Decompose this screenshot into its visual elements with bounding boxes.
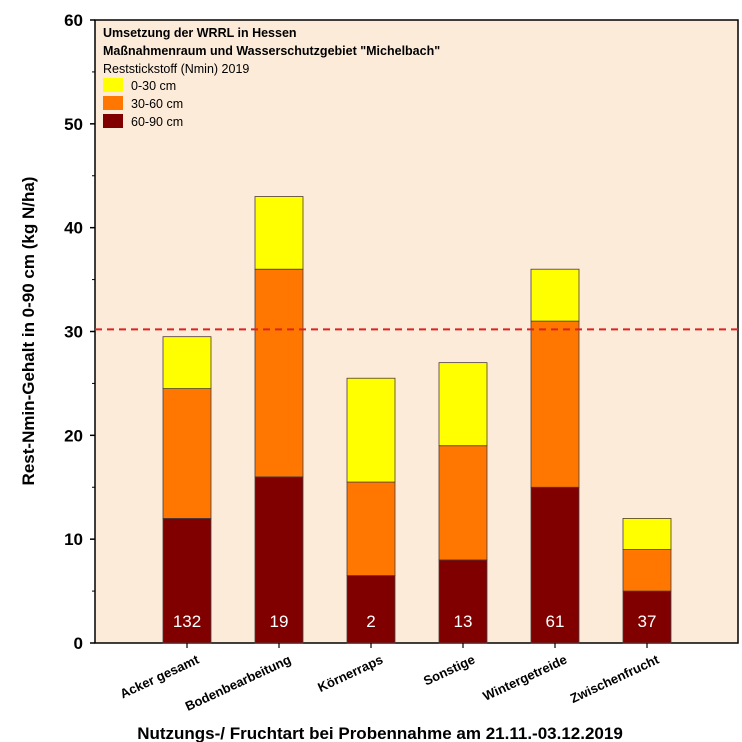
bar-segment xyxy=(530,320,580,488)
legend-swatch xyxy=(103,96,123,110)
x-category-label: Wintergetreide xyxy=(480,652,569,704)
sample-count-label: 19 xyxy=(270,612,289,631)
legend-label: 0-30 cm xyxy=(131,79,176,93)
sample-count-label: 132 xyxy=(173,612,201,631)
y-tick-label: 40 xyxy=(64,219,83,238)
x-category-label: Körnerraps xyxy=(315,652,385,695)
sample-count-label: 37 xyxy=(638,612,657,631)
x-category-label: Zwischenfrucht xyxy=(568,651,662,705)
y-tick-label: 50 xyxy=(64,115,83,134)
sample-count-label: 61 xyxy=(546,612,565,631)
y-tick-label: 10 xyxy=(64,530,83,549)
bar-segment xyxy=(254,196,304,270)
x-axis-title: Nutzungs-/ Fruchtart bei Probennahme am … xyxy=(137,724,623,742)
bar-segment xyxy=(162,336,212,390)
sample-count-label: 2 xyxy=(366,612,375,631)
bar-segment xyxy=(162,388,212,519)
chart-title-line-1: Umsetzung der WRRL in Hessen xyxy=(103,26,297,40)
y-tick-label: 60 xyxy=(64,11,83,30)
sample-counts: 132 19 2 13 61 37 xyxy=(173,612,657,631)
bar-segment xyxy=(438,445,488,561)
x-category-label: Bodenbearbeitung xyxy=(183,652,293,714)
bar-segment xyxy=(530,268,580,322)
legend-items: 0-30 cm 30-60 cm 60-90 cm xyxy=(103,78,183,129)
bar-segment xyxy=(438,362,488,447)
bar-segment xyxy=(530,486,580,644)
bar-segment xyxy=(254,268,304,478)
bar-segment xyxy=(346,481,396,576)
y-tick-label: 30 xyxy=(64,323,83,342)
y-tick-label: 20 xyxy=(64,426,83,445)
bar-segment xyxy=(346,377,396,483)
bars xyxy=(162,196,672,644)
legend-swatch xyxy=(103,114,123,128)
legend-swatch xyxy=(103,78,123,92)
chart-title-line-2: Maßnahmenraum und Wasserschutzgebiet "Mi… xyxy=(103,44,440,58)
y-axis: 0 10 20 30 40 50 60 xyxy=(64,11,95,653)
legend-label: 60-90 cm xyxy=(131,115,183,129)
chart-subtitle: Reststickstoff (Nmin) 2019 xyxy=(103,62,249,76)
x-category-label: Sonstige xyxy=(421,652,477,689)
bar-segment xyxy=(622,549,672,592)
bar-segment xyxy=(622,590,672,644)
bar-segment xyxy=(346,575,396,644)
x-category-label: Acker gesamt xyxy=(118,651,202,701)
legend-label: 30-60 cm xyxy=(131,97,183,111)
bar-segment xyxy=(254,476,304,644)
y-tick-label: 0 xyxy=(74,634,83,653)
sample-count-label: 13 xyxy=(454,612,473,631)
bar-segment xyxy=(622,518,672,550)
legend: Umsetzung der WRRL in Hessen Maßnahmenra… xyxy=(103,26,440,129)
y-axis-title: Rest-Nmin-Gehalt in 0-90 cm (kg N/ha) xyxy=(19,177,38,486)
bar-segment xyxy=(162,518,212,644)
